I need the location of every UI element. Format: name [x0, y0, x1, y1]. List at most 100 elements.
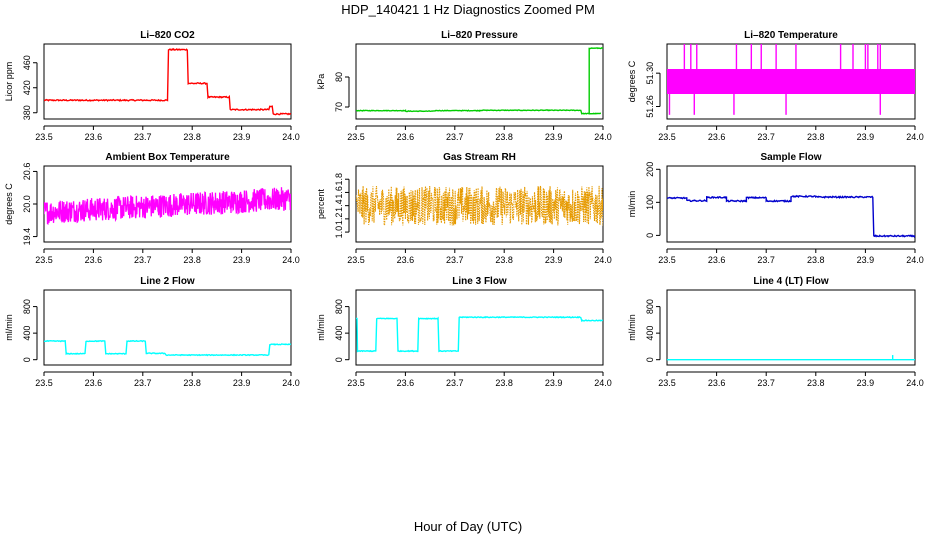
- y-tick-label: 80: [334, 72, 344, 82]
- series-licor_temp: [667, 44, 915, 115]
- x-tick-label: 23.5: [35, 132, 53, 142]
- figure-title: HDP_140421 1 Hz Diagnostics Zoomed PM: [341, 2, 595, 17]
- x-tick-label: 23.9: [545, 255, 563, 265]
- panel-rh: Gas Stream RH percent 23.5 23.6 23.7 23.8 23.9…: [316, 152, 612, 265]
- x-tick-label: 23.5: [658, 255, 676, 265]
- x-tick-label: 23.6: [397, 378, 415, 388]
- x-tick-label: 24.0: [594, 255, 612, 265]
- y-tick-label: 70: [334, 102, 344, 112]
- panel-licor_temp: Li–820 Temperature degrees C 23.5 23.6 23.7 2…: [627, 30, 924, 142]
- x-tick-label: 23.8: [183, 132, 201, 142]
- x-tick-label: 23.9: [857, 378, 875, 388]
- plot-frame: [355, 43, 604, 120]
- x-tick-label: 24.0: [594, 378, 612, 388]
- series-box_temp: [44, 187, 291, 225]
- x-tick-label: 23.9: [857, 132, 875, 142]
- panel-title: Sample Flow: [760, 152, 821, 163]
- panel-title: Li–820 CO2: [140, 30, 195, 41]
- y-tick-label: 800: [645, 299, 655, 314]
- x-tick-label: 24.0: [594, 132, 612, 142]
- x-tick-label: 23.8: [495, 132, 513, 142]
- x-tick-label: 23.6: [708, 378, 726, 388]
- x-tick-label: 23.9: [233, 132, 251, 142]
- series-line: [356, 315, 603, 353]
- x-tick-label: 23.7: [446, 255, 464, 265]
- panel-title: Ambient Box Temperature: [105, 152, 230, 163]
- y-tick-label: 0: [645, 357, 655, 362]
- x-tick-label: 23.9: [545, 132, 563, 142]
- y-axis-label: Licor ppm: [4, 62, 14, 102]
- panels: Li–820 CO2 Licor ppm 23.5 23.6 23.7 23.8 23.9 2…: [4, 30, 924, 388]
- y-tick-label: 380: [22, 105, 32, 120]
- panel-title: Line 3 Flow: [452, 276, 507, 287]
- y-tick-label: 200: [645, 162, 655, 177]
- x-tick-label: 23.6: [397, 255, 415, 265]
- x-tick-label: 23.7: [134, 255, 152, 265]
- x-tick-label: 23.5: [35, 255, 53, 265]
- y-axis-label: kPa: [316, 74, 326, 90]
- series-pressure: [356, 47, 603, 115]
- y-axis-label: percent: [316, 188, 326, 219]
- y-tick-label: 0: [334, 357, 344, 362]
- x-tick-label: 23.5: [347, 378, 365, 388]
- y-tick-label: 400: [645, 326, 655, 341]
- x-tick-label: 23.9: [233, 378, 251, 388]
- x-tick-label: 24.0: [906, 132, 924, 142]
- panel-title: Li–820 Temperature: [744, 30, 838, 41]
- x-tick-label: 23.8: [495, 255, 513, 265]
- y-axis-label: ml/min: [316, 314, 326, 341]
- y-tick-label: 20.0: [22, 195, 32, 213]
- series-line: [44, 47, 291, 116]
- plot-frame: [355, 289, 604, 366]
- x-tick-label: 23.5: [658, 378, 676, 388]
- series-line: [667, 194, 915, 238]
- x-tick-label: 23.6: [85, 132, 103, 142]
- series-line: [667, 68, 915, 95]
- y-axis-label: degrees C: [4, 183, 14, 225]
- panel-sample_flow: Sample Flow ml/min 23.5 23.6 23.7 23.8 23.9 24.…: [627, 152, 924, 265]
- y-tick-label: 800: [22, 299, 32, 314]
- panel-title: Line 2 Flow: [140, 276, 195, 287]
- panel-line3: Line 3 Flow ml/min 23.5 23.6 23.7 23.8 23.9 24.…: [316, 276, 612, 388]
- series-line2: [44, 339, 291, 357]
- plot-frame: [43, 289, 292, 366]
- series-line: [44, 339, 291, 357]
- panel-title: Li–820 Pressure: [441, 30, 518, 41]
- x-tick-label: 23.8: [495, 378, 513, 388]
- y-tick-label: 1.6: [334, 186, 344, 199]
- x-tick-label: 24.0: [906, 255, 924, 265]
- y-axis-label: degrees C: [627, 60, 637, 102]
- y-tick-label: 400: [334, 326, 344, 341]
- y-tick-label: 1.0: [334, 226, 344, 239]
- series-line: [44, 187, 291, 225]
- y-tick-label: 51.26: [645, 95, 655, 118]
- panel-line2: Line 2 Flow ml/min 23.5 23.6 23.7 23.8 23.9 24.…: [4, 276, 300, 388]
- y-tick-label: 1.2: [334, 213, 344, 226]
- panel-title: Line 4 (LT) Flow: [753, 276, 829, 287]
- panel-box_temp: Ambient Box Temperature degrees C 23.5 23.6…: [4, 152, 300, 265]
- figure-xlabel: Hour of Day (UTC): [414, 519, 522, 534]
- x-tick-label: 23.8: [183, 255, 201, 265]
- plot-frame: [43, 43, 292, 120]
- y-tick-label: 460: [22, 55, 32, 70]
- x-tick-label: 23.6: [708, 255, 726, 265]
- x-tick-label: 24.0: [282, 132, 300, 142]
- panel-line4: Line 4 (LT) Flow ml/min 23.5 23.6 23.7 23.8 23…: [627, 276, 924, 388]
- y-axis-label: ml/min: [627, 191, 637, 218]
- x-tick-label: 24.0: [282, 255, 300, 265]
- series-line3: [356, 315, 603, 353]
- x-tick-label: 23.5: [347, 132, 365, 142]
- x-tick-label: 23.6: [85, 255, 103, 265]
- x-tick-label: 23.8: [807, 255, 825, 265]
- panel-pressure: Li–820 Pressure kPa 23.5 23.6 23.7 23.8 23.9 24…: [316, 30, 612, 142]
- x-tick-label: 24.0: [906, 378, 924, 388]
- series-co2: [44, 47, 291, 116]
- x-tick-label: 23.7: [446, 132, 464, 142]
- x-tick-label: 23.7: [757, 132, 775, 142]
- x-tick-label: 23.9: [545, 378, 563, 388]
- series-sample_flow: [667, 194, 915, 238]
- y-tick-label: 1.8: [334, 173, 344, 186]
- x-tick-label: 24.0: [282, 378, 300, 388]
- y-tick-label: 800: [334, 299, 344, 314]
